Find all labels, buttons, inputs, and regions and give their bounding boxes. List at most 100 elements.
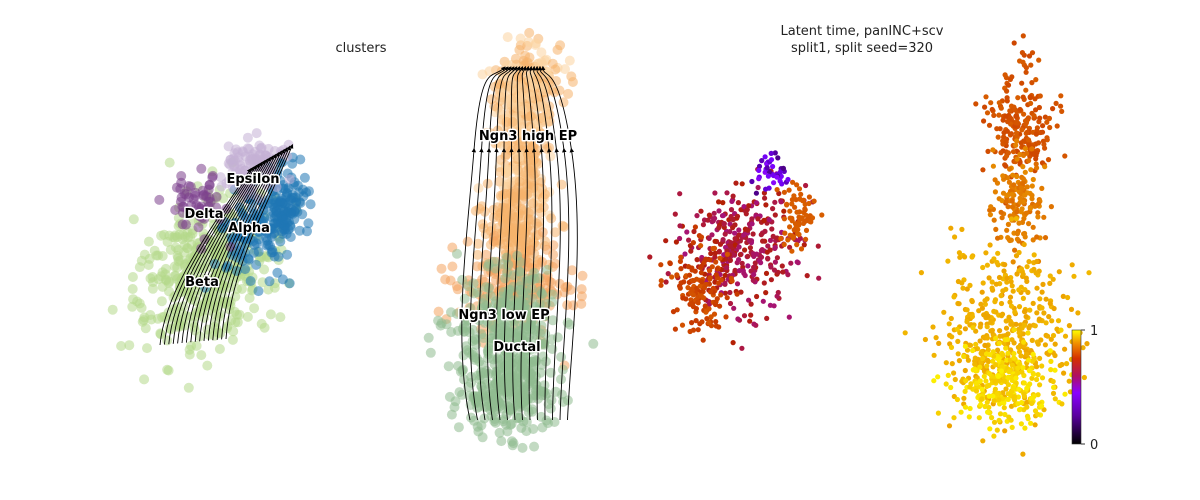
latent-time-point — [981, 373, 987, 379]
latent-time-point — [992, 189, 999, 195]
latent-time-point — [712, 250, 718, 256]
cell-point — [497, 228, 508, 239]
latent-time-point — [754, 293, 760, 300]
latent-time-point — [996, 340, 1002, 346]
latent-time-point — [1011, 327, 1017, 333]
cell-point — [496, 436, 507, 447]
latent-time-point — [709, 232, 715, 238]
latent-time-point — [774, 255, 781, 261]
latent-time-point — [1033, 77, 1039, 83]
latent-time-point — [1058, 327, 1064, 333]
latent-time-point — [689, 320, 695, 326]
latent-time-point — [684, 229, 690, 235]
latent-time-point — [745, 263, 751, 269]
latent-time-point — [736, 268, 743, 274]
latent-time-point — [767, 302, 774, 308]
latent-time-point — [706, 212, 713, 218]
cell-point — [527, 406, 538, 417]
latent-time-point — [978, 402, 984, 408]
cell-point — [259, 322, 270, 333]
latent-time-point — [647, 254, 653, 260]
latent-time-point — [761, 217, 767, 223]
latent-time-point — [728, 275, 735, 281]
latent-time-point — [1037, 355, 1043, 361]
cell-point — [516, 189, 527, 200]
cell-point — [510, 53, 521, 64]
cell-point — [524, 27, 535, 38]
latent-time-point — [714, 266, 720, 272]
latent-time-point — [952, 376, 958, 383]
latent-time-point — [984, 324, 990, 330]
latent-time-point — [1029, 400, 1035, 406]
cell-point — [425, 347, 436, 358]
cell-point — [488, 354, 499, 365]
latent-time-point — [686, 272, 693, 278]
cell-point — [507, 117, 518, 127]
latent-time-point — [713, 299, 719, 305]
latent-time-point — [716, 324, 722, 330]
latent-time-point — [1075, 310, 1081, 316]
latent-time-point — [770, 206, 776, 212]
latent-time-point — [1011, 340, 1017, 346]
cell-point — [185, 181, 196, 192]
clusters-panel-title: clusters — [336, 41, 387, 56]
latent-time-point — [698, 234, 705, 240]
latent-time-point — [1045, 157, 1052, 163]
latent-time-point — [1050, 390, 1057, 396]
latent-time-point — [1000, 288, 1006, 294]
cell-point — [265, 309, 276, 320]
cell-point — [483, 259, 494, 269]
latent-time-point — [1023, 65, 1029, 71]
cell-point — [196, 350, 207, 361]
latent-time-point — [727, 257, 734, 263]
latent-time-point — [1023, 210, 1029, 216]
latent-time-point — [730, 193, 736, 199]
cell-point — [513, 381, 524, 392]
latent-time-point — [789, 197, 796, 203]
cell-point — [176, 177, 187, 188]
cell-point — [233, 152, 244, 163]
latent-time-point — [988, 100, 994, 106]
cell-point — [552, 332, 563, 343]
latent-time-point — [973, 388, 980, 394]
latent-time-point — [991, 217, 997, 223]
latent-time-point — [703, 256, 709, 262]
latent-time-point — [763, 270, 770, 276]
latent-time-point — [1062, 333, 1069, 339]
latent-time-point — [765, 173, 772, 179]
latent-time-point — [819, 212, 825, 218]
latent-time-point — [687, 328, 693, 335]
cell-point — [470, 205, 481, 216]
latent-time-point — [1010, 385, 1016, 391]
cell-point — [468, 288, 479, 299]
latent-time-title-line1: Latent time, panINC+scv — [780, 24, 943, 39]
latent-time-point — [1020, 295, 1026, 301]
latent-time-point — [763, 290, 769, 296]
latent-time-point — [999, 215, 1005, 221]
latent-time-point — [759, 158, 765, 164]
latent-time-point — [931, 378, 937, 384]
latent-time-point — [990, 163, 997, 169]
latent-time-point — [985, 409, 991, 415]
latent-time-point — [970, 347, 976, 354]
latent-time-point — [948, 315, 954, 322]
latent-time-point — [1024, 150, 1030, 156]
latent-time-point — [723, 314, 729, 320]
latent-time-point — [717, 255, 723, 261]
latent-time-point — [1016, 349, 1023, 355]
latent-time-point — [786, 187, 792, 193]
latent-time-point — [1026, 158, 1032, 164]
cluster-label: Ngn3 low EP — [458, 308, 549, 323]
latent-time-point — [727, 300, 734, 307]
cell-point — [127, 272, 138, 282]
latent-time-point — [1011, 104, 1017, 110]
cell-point — [450, 396, 461, 407]
latent-time-point — [1004, 275, 1010, 281]
latent-time-point — [1012, 394, 1018, 400]
latent-time-point — [962, 343, 969, 349]
cell-point — [162, 335, 173, 346]
latent-time-point — [1009, 198, 1015, 204]
latent-time-point — [1048, 204, 1054, 210]
latent-time-point — [681, 279, 687, 285]
latent-time-point — [1013, 113, 1019, 119]
